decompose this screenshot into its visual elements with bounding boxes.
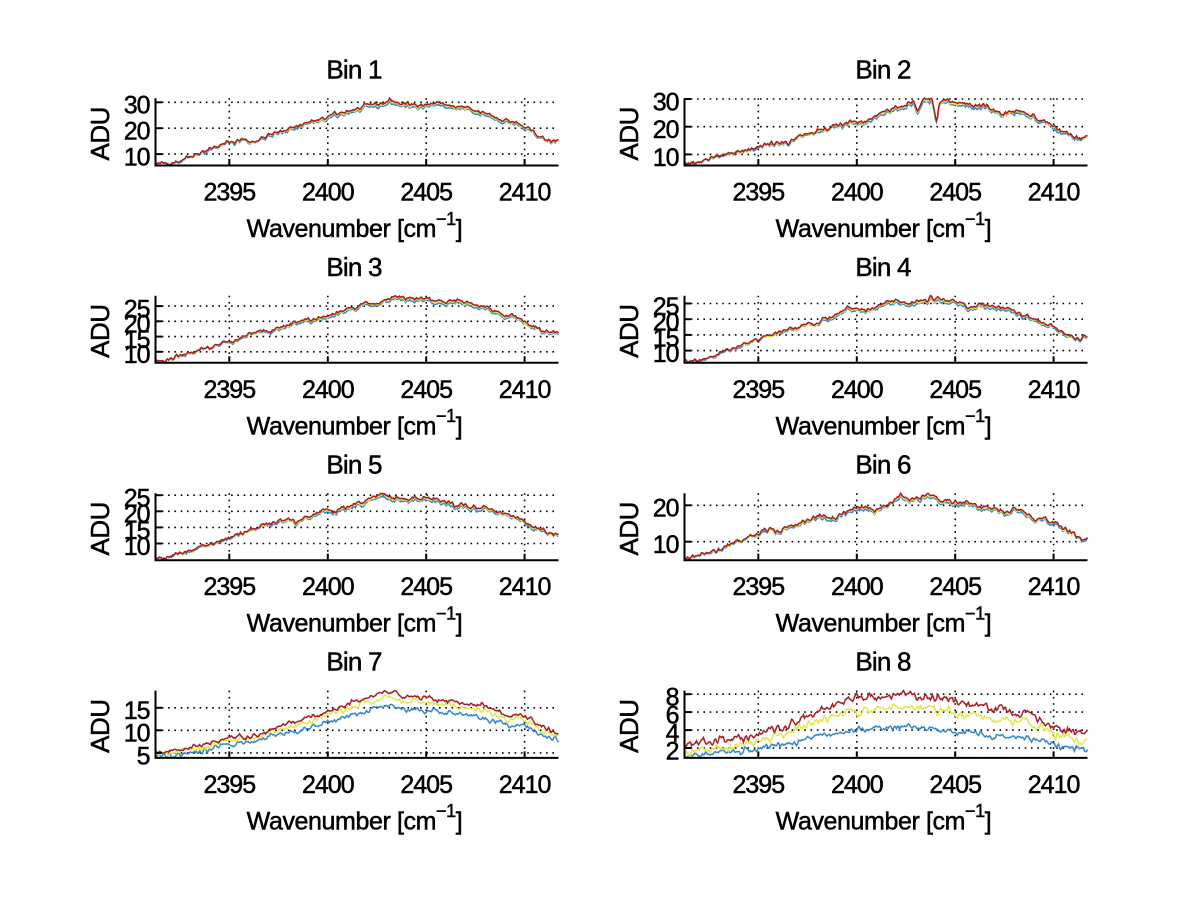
svg-text:2395: 2395 (732, 771, 784, 799)
svg-text:2395: 2395 (203, 573, 255, 601)
svg-text:2410: 2410 (499, 376, 551, 404)
svg-text:2410: 2410 (1028, 771, 1080, 799)
svg-text:Wavenumber [cm−1]: Wavenumber [cm−1] (776, 209, 992, 243)
svg-text:Wavenumber [cm−1]: Wavenumber [cm−1] (776, 406, 992, 440)
svg-text:ADU: ADU (614, 107, 644, 160)
svg-text:2405: 2405 (400, 376, 452, 404)
svg-text:2400: 2400 (831, 771, 883, 799)
svg-text:2410: 2410 (1028, 376, 1080, 404)
svg-text:8: 8 (666, 684, 679, 712)
svg-text:2400: 2400 (831, 573, 883, 601)
svg-text:15: 15 (124, 326, 150, 354)
svg-text:20: 20 (653, 116, 679, 144)
svg-text:2395: 2395 (732, 376, 784, 404)
svg-text:2410: 2410 (499, 179, 551, 207)
svg-text:15: 15 (124, 517, 150, 545)
svg-text:30: 30 (653, 88, 679, 116)
svg-text:2400: 2400 (831, 376, 883, 404)
svg-text:Bin 5: Bin 5 (326, 449, 382, 479)
svg-text:2405: 2405 (929, 179, 981, 207)
svg-text:2400: 2400 (302, 376, 354, 404)
svg-text:2405: 2405 (929, 771, 981, 799)
svg-text:10: 10 (124, 720, 150, 748)
svg-text:2405: 2405 (400, 179, 452, 207)
svg-text:4: 4 (666, 720, 680, 748)
svg-text:ADU: ADU (614, 699, 644, 752)
svg-text:2395: 2395 (203, 179, 255, 207)
svg-text:Wavenumber [cm−1]: Wavenumber [cm−1] (247, 209, 463, 243)
svg-text:ADU: ADU (614, 304, 644, 357)
svg-text:Bin 7: Bin 7 (326, 647, 382, 677)
svg-text:2395: 2395 (203, 376, 255, 404)
svg-text:ADU: ADU (85, 502, 115, 555)
svg-text:Wavenumber [cm−1]: Wavenumber [cm−1] (776, 604, 992, 638)
svg-text:25: 25 (124, 296, 150, 324)
svg-text:6: 6 (666, 702, 679, 730)
svg-text:2405: 2405 (400, 573, 452, 601)
svg-text:2400: 2400 (302, 179, 354, 207)
svg-text:25: 25 (653, 293, 679, 321)
svg-text:ADU: ADU (85, 107, 115, 160)
svg-text:10: 10 (653, 531, 679, 559)
svg-text:15: 15 (653, 324, 679, 352)
svg-text:5: 5 (137, 742, 150, 770)
svg-text:Bin 8: Bin 8 (855, 647, 911, 677)
svg-text:20: 20 (124, 311, 150, 339)
svg-text:2395: 2395 (732, 573, 784, 601)
svg-text:2400: 2400 (302, 573, 354, 601)
svg-text:2395: 2395 (203, 771, 255, 799)
svg-text:2405: 2405 (400, 771, 452, 799)
svg-text:2: 2 (666, 737, 679, 765)
svg-text:20: 20 (653, 495, 679, 523)
svg-text:2405: 2405 (929, 573, 981, 601)
svg-text:20: 20 (653, 309, 679, 337)
svg-text:Wavenumber [cm−1]: Wavenumber [cm−1] (776, 801, 992, 835)
svg-text:2410: 2410 (1028, 573, 1080, 601)
svg-text:ADU: ADU (85, 699, 115, 752)
svg-text:2410: 2410 (499, 573, 551, 601)
svg-text:20: 20 (124, 118, 150, 146)
svg-text:2410: 2410 (1028, 179, 1080, 207)
svg-text:Bin 3: Bin 3 (326, 252, 382, 282)
svg-text:Bin 4: Bin 4 (855, 252, 911, 282)
svg-text:2405: 2405 (929, 376, 981, 404)
svg-text:Bin 1: Bin 1 (326, 54, 382, 84)
svg-text:25: 25 (124, 485, 150, 513)
svg-text:Wavenumber [cm−1]: Wavenumber [cm−1] (247, 801, 463, 835)
svg-text:Bin 2: Bin 2 (855, 54, 911, 84)
svg-text:10: 10 (124, 341, 150, 369)
svg-text:10: 10 (653, 340, 679, 368)
svg-text:15: 15 (124, 697, 150, 725)
svg-text:2400: 2400 (302, 771, 354, 799)
svg-text:ADU: ADU (614, 502, 644, 555)
svg-text:Wavenumber [cm−1]: Wavenumber [cm−1] (247, 406, 463, 440)
svg-text:20: 20 (124, 501, 150, 529)
svg-text:10: 10 (653, 144, 679, 172)
svg-text:10: 10 (124, 144, 150, 172)
svg-text:2400: 2400 (831, 179, 883, 207)
svg-text:30: 30 (124, 92, 150, 120)
svg-text:2395: 2395 (732, 179, 784, 207)
svg-text:10: 10 (124, 533, 150, 561)
svg-text:2410: 2410 (499, 771, 551, 799)
svg-text:Bin 6: Bin 6 (855, 449, 911, 479)
svg-text:Wavenumber [cm−1]: Wavenumber [cm−1] (247, 604, 463, 638)
svg-text:ADU: ADU (85, 304, 115, 357)
